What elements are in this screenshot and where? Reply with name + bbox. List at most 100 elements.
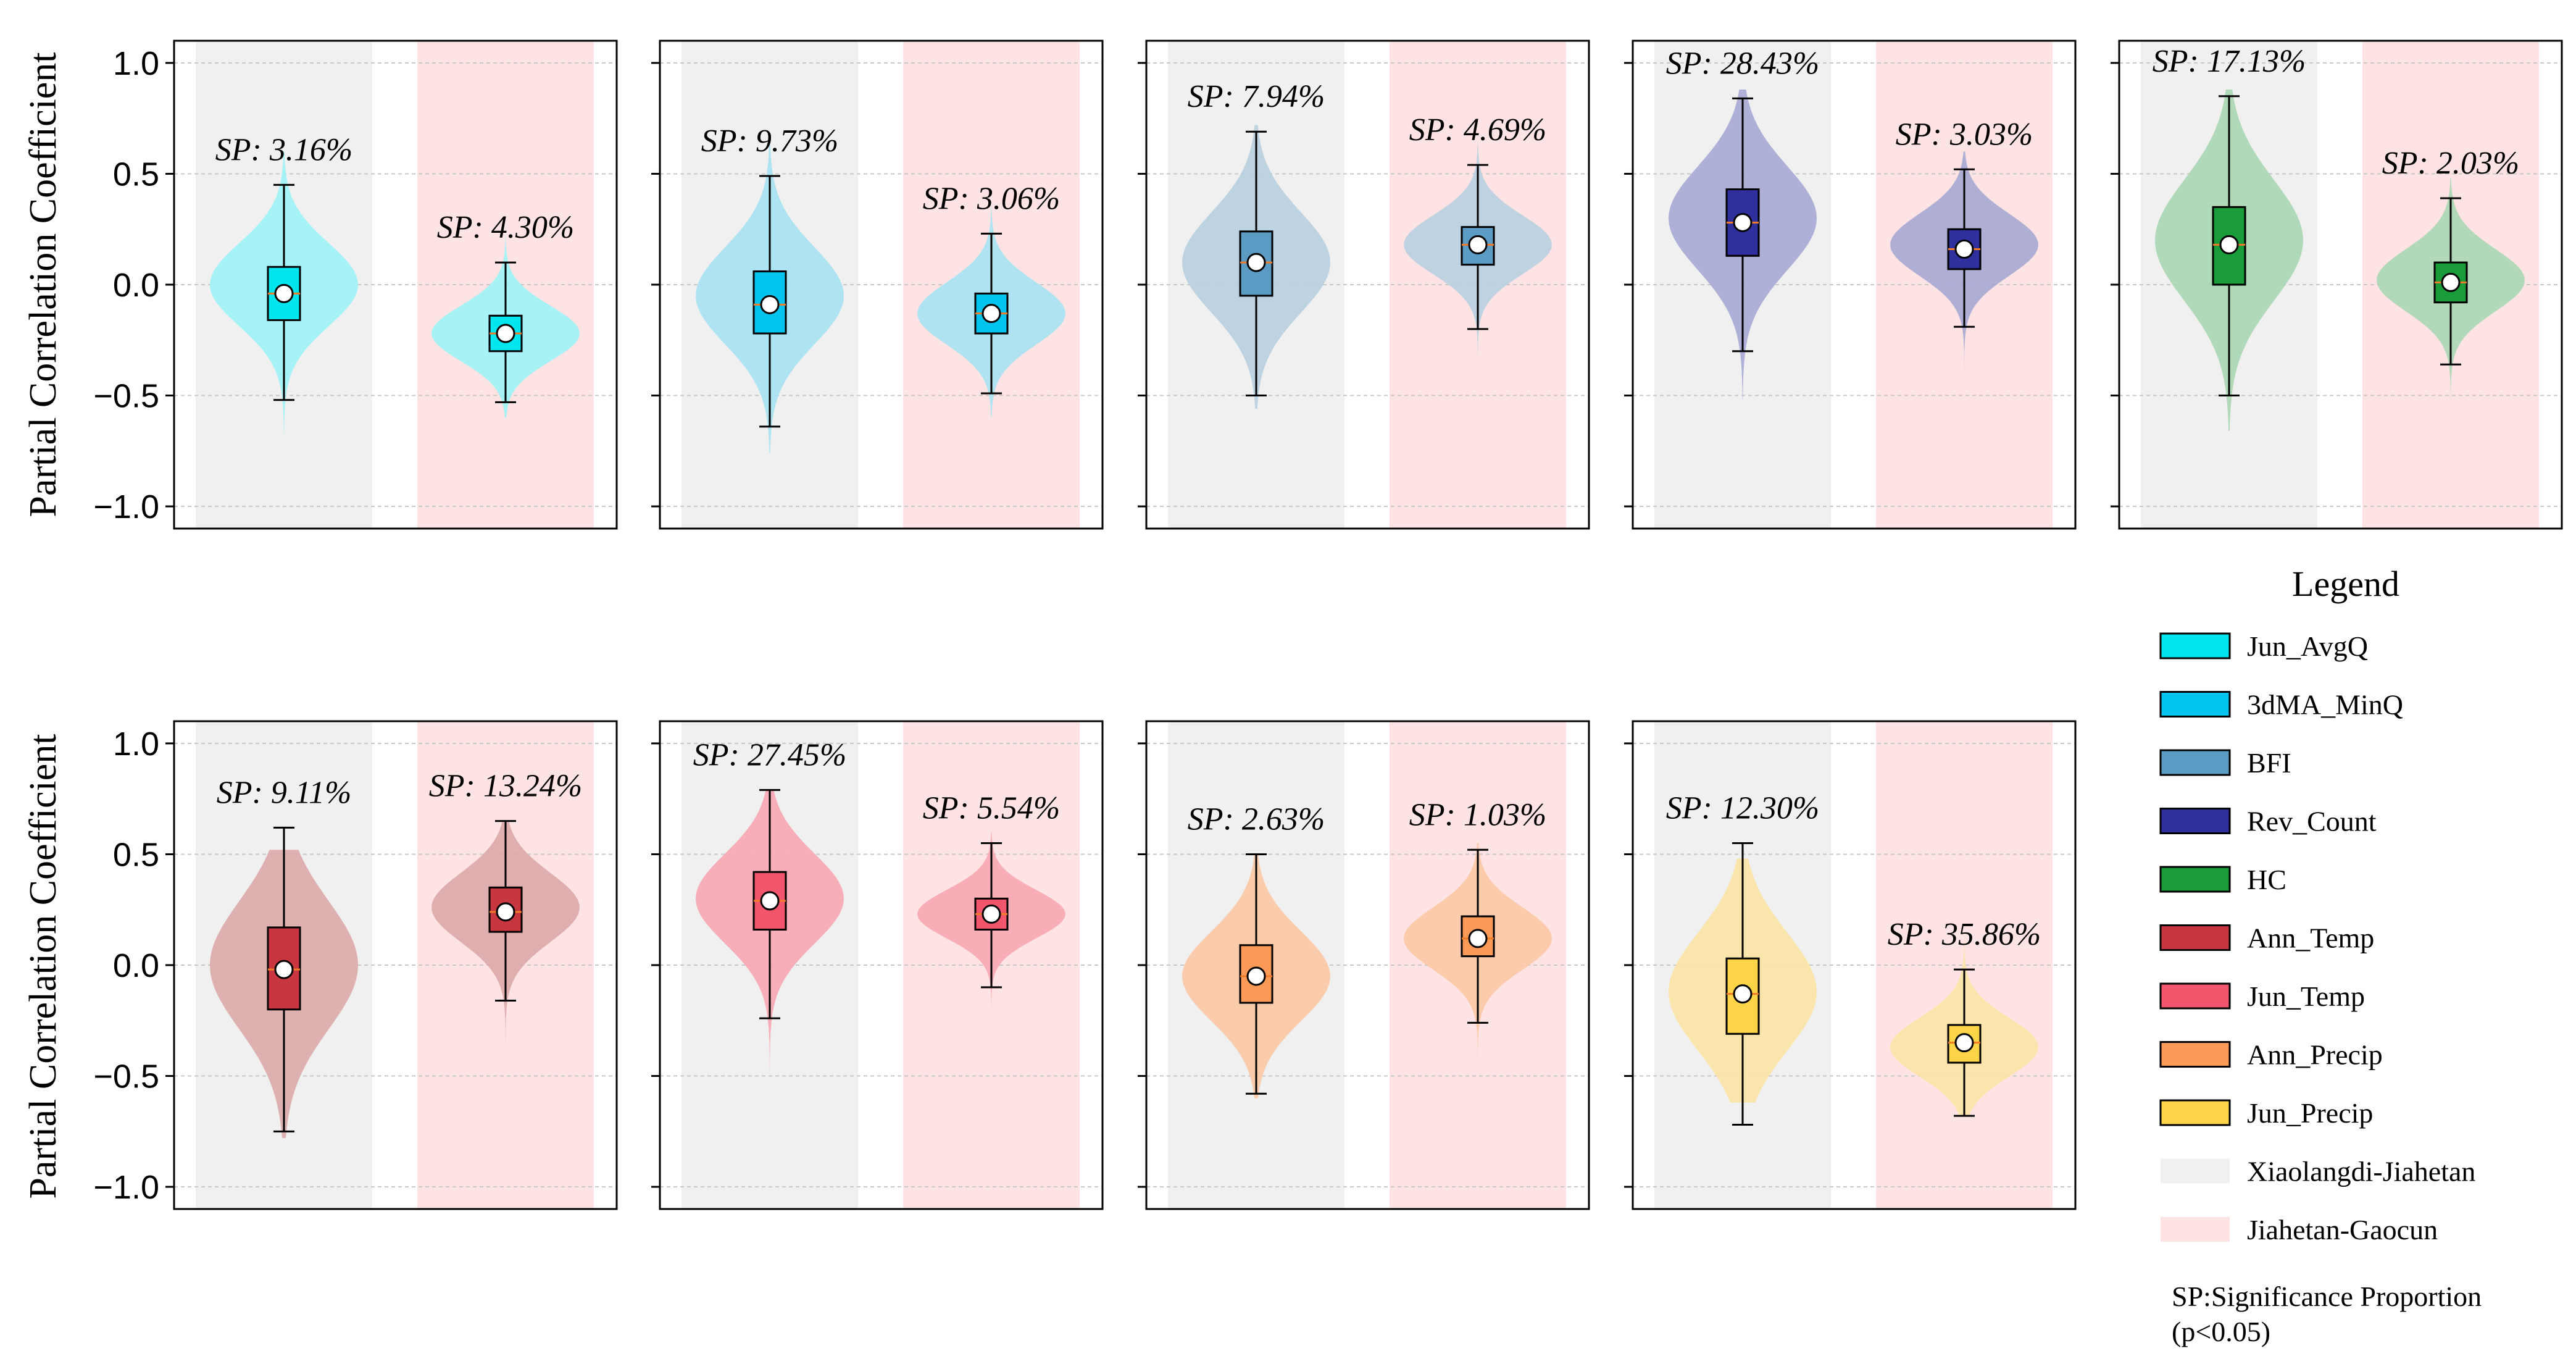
y-tick-label: −1.0 <box>93 1169 159 1206</box>
sp-label: SP: 35.86% <box>1888 917 2041 952</box>
legend-swatch <box>2161 1217 2230 1242</box>
legend-swatch <box>2159 1041 2231 1068</box>
legend-label: Jun_Temp <box>2247 981 2365 1012</box>
legend-label: HC <box>2247 864 2286 895</box>
sp-label: SP: 17.13% <box>2153 44 2306 79</box>
violin-group: SP: 12.30% <box>1666 791 1819 1126</box>
median-marker <box>982 304 1001 324</box>
legend-item: HC <box>2159 864 2286 895</box>
legend-label: Ann_Precip <box>2247 1039 2383 1071</box>
legend-swatch <box>2159 866 2231 893</box>
legend-item: 3dMA_MinQ <box>2159 689 2403 721</box>
y-tick-label: 0.5 <box>113 156 159 193</box>
panel-frame <box>173 40 618 530</box>
sp-label: SP: 2.63% <box>1188 801 1325 837</box>
legend-swatch <box>2159 691 2231 718</box>
legend-label: 3dMA_MinQ <box>2247 689 2403 721</box>
y-tick-label: 0.0 <box>113 947 159 984</box>
legend-note: SP:Significance Proportion <box>2172 1281 2482 1312</box>
median-marker <box>1246 253 1266 272</box>
sp-label: SP: 9.11% <box>217 775 352 810</box>
legend-item: Jun_Precip <box>2159 1097 2373 1129</box>
violin-group: SP: 2.63% <box>1182 801 1330 1098</box>
legend-swatch <box>2161 1158 2230 1184</box>
sp-label: SP: 27.45% <box>693 737 846 772</box>
violin-group: SP: 28.43% <box>1666 46 1819 400</box>
violin-group: SP: 4.30% <box>431 210 580 418</box>
sp-label: SP: 7.94% <box>1188 79 1325 114</box>
violin-group: SP: 1.03% <box>1404 797 1552 1076</box>
sp-label: SP: 28.43% <box>1666 46 1819 81</box>
median-marker <box>496 324 515 343</box>
panel-Ann_Temp: 1.0 0.5 0.0 −0.5 −1.0 SP: 9.11% SP: 13.24% <box>93 720 618 1210</box>
median-marker <box>1246 966 1266 986</box>
panel-Ann_Precip: SP: 2.63% SP: 1.03% <box>1138 720 1590 1210</box>
violin-group: SP: 4.69% <box>1404 112 1552 385</box>
median-marker <box>1468 929 1488 948</box>
median-marker <box>1954 240 1974 259</box>
violin-group: SP: 27.45% <box>693 737 846 1081</box>
legend-label: BFI <box>2247 747 2291 779</box>
violin-group: SP: 3.16% <box>210 132 358 436</box>
violin-group: SP: 9.73% <box>696 123 844 453</box>
y-tick-label: 0.0 <box>113 267 159 304</box>
legend-swatch <box>2159 632 2231 659</box>
violin-group: SP: 17.13% <box>2153 44 2306 431</box>
panel-3dMA_MinQ: SP: 9.73% SP: 3.06% <box>651 40 1104 530</box>
violin-group: SP: 2.03% <box>2377 146 2525 418</box>
panel-frame <box>1632 720 2077 1210</box>
panel-frame <box>659 720 1104 1210</box>
panel-frame <box>2118 40 2563 530</box>
panel-Jun_Temp: SP: 27.45% SP: 5.54% <box>651 720 1104 1210</box>
sp-label: SP: 5.54% <box>923 791 1060 826</box>
legend-swatch <box>2159 749 2231 776</box>
legend-label: Rev_Count <box>2247 806 2377 837</box>
legend-item: Xiaolangdi-Jiahetan <box>2161 1156 2475 1187</box>
violin-group: SP: 3.03% <box>1890 117 2038 387</box>
legend-item: Ann_Precip <box>2159 1039 2383 1071</box>
sp-label: SP: 3.16% <box>215 132 352 167</box>
violin-group: SP: 7.94% <box>1182 79 1330 409</box>
median-marker <box>1954 1033 1974 1053</box>
y-tick-label: −0.5 <box>93 1058 159 1095</box>
violin-group: SP: 13.24% <box>429 769 582 1076</box>
sp-label: SP: 13.24% <box>429 769 582 804</box>
sp-label: SP: 3.06% <box>923 181 1060 216</box>
panel-Jun_Precip: SP: 12.30% SP: 35.86% <box>1624 720 2077 1210</box>
legend-item: Ann_Temp <box>2159 923 2374 954</box>
panel-frame <box>659 40 1104 530</box>
legend-label: Jun_AvgQ <box>2247 630 2368 662</box>
panel-frame <box>1632 40 2077 530</box>
y-tick-label: 1.0 <box>113 726 159 763</box>
panel-frame <box>1145 40 1590 530</box>
y-tick-label: 1.0 <box>113 45 159 82</box>
panel-frame <box>173 720 618 1210</box>
panel-BFI: SP: 7.94% SP: 4.69% <box>1138 40 1590 530</box>
median-marker <box>2441 272 2461 292</box>
legend-item: BFI <box>2159 747 2291 779</box>
legend-label: Jun_Precip <box>2247 1097 2373 1129</box>
median-marker <box>760 295 780 314</box>
panel-HC: SP: 17.13% SP: 2.03% <box>2111 40 2563 530</box>
legend-swatch <box>2159 924 2231 951</box>
sp-label: SP: 3.03% <box>1896 117 2033 152</box>
median-marker <box>982 904 1001 924</box>
legend-label: Ann_Temp <box>2247 923 2374 954</box>
median-marker <box>2219 235 2239 254</box>
median-marker <box>1733 984 1753 1004</box>
violin-group: SP: 9.11% <box>210 775 358 1139</box>
median-marker <box>274 283 294 303</box>
median-marker <box>496 902 515 922</box>
y-axis-title-top: Partial Correlation Coefficient <box>22 52 64 517</box>
median-marker <box>1468 235 1488 254</box>
legend-title: Legend <box>2292 564 2399 604</box>
sp-label: SP: 2.03% <box>2382 146 2519 181</box>
sp-label: SP: 1.03% <box>1409 797 1546 832</box>
legend-item: Jiahetan-Gaocun <box>2161 1214 2438 1245</box>
panel-Rev_Count: SP: 28.43% SP: 3.03% <box>1624 40 2077 530</box>
violin-group: SP: 3.06% <box>917 181 1065 418</box>
median-marker <box>274 960 294 979</box>
legend-item: Jun_Temp <box>2159 981 2365 1012</box>
legend-swatch <box>2159 982 2231 1010</box>
